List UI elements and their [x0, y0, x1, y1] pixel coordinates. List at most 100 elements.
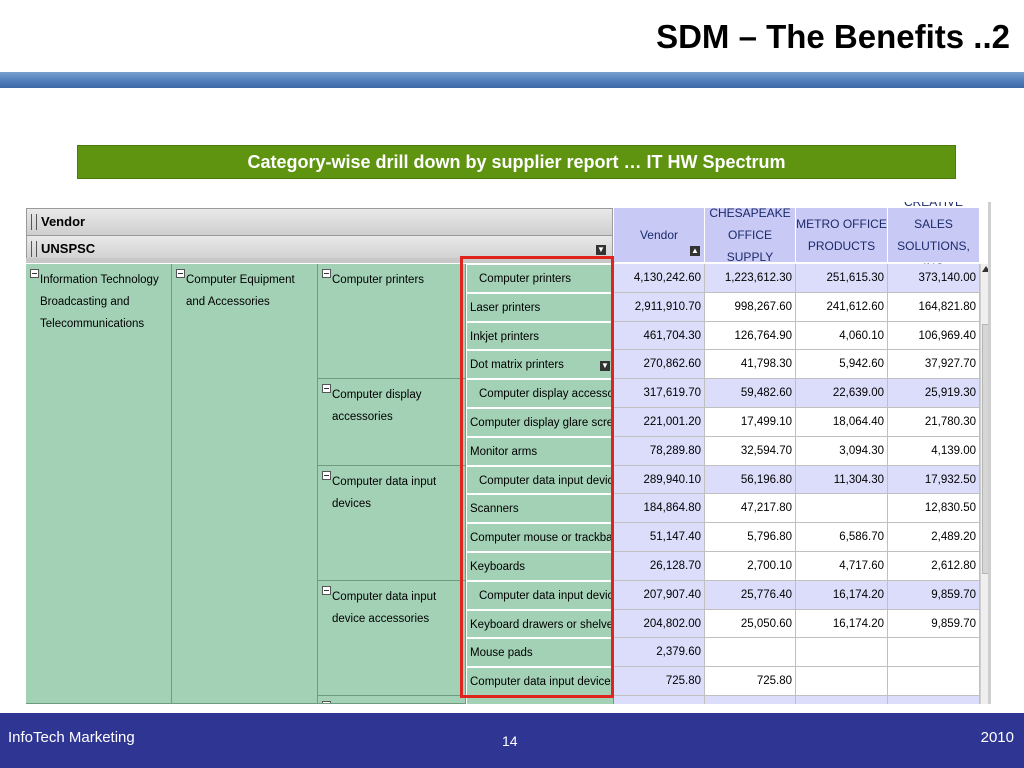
value-cell[interactable]: 32,594.70 — [705, 436, 796, 466]
collapse-icon[interactable] — [322, 470, 331, 480]
value-cell[interactable]: 51,147.40 — [614, 523, 705, 552]
value-cell[interactable]: 461,704.30 — [614, 321, 705, 351]
value-cell[interactable]: 251,615.30 — [796, 264, 888, 293]
value-cell[interactable]: 725.80 — [705, 667, 796, 696]
value-cell[interactable]: 18,064.40 — [796, 408, 888, 437]
value-cell[interactable]: 2,489.20 — [888, 523, 980, 552]
sort-up-icon[interactable]: ▲ — [690, 246, 700, 256]
row-label[interactable]: Computer mouse or trackballs — [466, 523, 614, 552]
scroll-up-arrow-icon[interactable] — [982, 266, 990, 272]
value-cell[interactable]: 184,864.80 — [614, 494, 705, 524]
value-cell[interactable]: 41,798.30 — [705, 350, 796, 380]
value-cell[interactable]: 56,196.80 — [705, 465, 796, 495]
value-cell[interactable] — [796, 696, 888, 704]
value-cell[interactable]: 6,586.70 — [796, 523, 888, 552]
value-cell[interactable]: 4,060.10 — [796, 321, 888, 351]
group-cell[interactable]: Computer display accessories — [318, 379, 466, 466]
row-label[interactable]: Inkjet printers — [466, 321, 614, 351]
value-cell[interactable] — [888, 638, 980, 668]
column-header[interactable]: CHESAPEAKE OFFICE SUPPLY — [705, 206, 796, 264]
collapse-icon[interactable] — [322, 384, 331, 394]
group-cell[interactable]: Computer printers — [318, 264, 466, 380]
column-header[interactable]: METRO OFFICE PRODUCTS — [796, 208, 888, 262]
row-label[interactable]: Keyboards — [466, 552, 614, 581]
row-label[interactable]: Scanners — [466, 494, 614, 524]
value-cell[interactable]: 25,050.60 — [705, 609, 796, 639]
value-cell[interactable]: 22,639.00 — [796, 379, 888, 408]
row-label[interactable]: Keyboard drawers or shelves — [466, 609, 614, 639]
row-label[interactable]: Dot matrix printers ▼ — [466, 350, 614, 380]
group-cell[interactable]: Computer data input device accessories — [318, 580, 466, 696]
value-cell[interactable]: 25,919.30 — [888, 379, 980, 408]
value-cell[interactable]: 270,862.60 — [614, 350, 705, 380]
value-cell[interactable]: 4,717.60 — [796, 552, 888, 581]
value-cell[interactable]: 9,859.70 — [888, 580, 980, 610]
value-cell[interactable]: 26,128.70 — [614, 552, 705, 581]
value-cell[interactable]: 59,482.60 — [705, 379, 796, 408]
value-cell[interactable] — [705, 638, 796, 668]
level1-category[interactable]: Information Technology Broadcasting and … — [26, 264, 172, 704]
vendor-dimension-bar[interactable]: Vendor — [26, 208, 613, 236]
value-cell[interactable]: 207,907.40 — [614, 580, 705, 610]
value-cell[interactable]: 317,619.70 — [614, 379, 705, 408]
value-cell[interactable]: 2,612.80 — [888, 552, 980, 581]
value-cell[interactable]: 37,927.70 — [888, 350, 980, 380]
column-header[interactable]: Vendor ▲ — [614, 208, 705, 262]
value-cell[interactable] — [888, 696, 980, 704]
value-cell[interactable]: 5,796.80 — [705, 523, 796, 552]
collapse-icon[interactable] — [322, 701, 331, 703]
value-cell[interactable]: 2,379.60 — [614, 638, 705, 668]
value-cell[interactable] — [796, 494, 888, 524]
value-cell[interactable]: 11,304.30 — [796, 465, 888, 495]
value-cell[interactable]: 241,612.60 — [796, 292, 888, 322]
row-label[interactable]: Laser printers — [466, 292, 614, 322]
column-header[interactable]: CREATIVE SALES SOLUTIONS, INC — [888, 202, 980, 275]
value-cell[interactable]: 4,139.00 — [888, 436, 980, 466]
value-cell[interactable]: 998,267.60 — [705, 292, 796, 322]
collapse-icon[interactable] — [322, 269, 331, 278]
value-cell[interactable]: 373,140.00 — [888, 264, 980, 293]
value-cell[interactable]: 17,499.10 — [705, 408, 796, 437]
row-label[interactable]: Computer data input device a — [466, 580, 614, 610]
value-cell[interactable]: 2,700.10 — [705, 552, 796, 581]
value-cell[interactable]: 17,932.50 — [888, 465, 980, 495]
value-cell[interactable]: 1,223,612.30 — [705, 264, 796, 293]
row-label[interactable]: Computer display glare screens — [466, 408, 614, 437]
value-cell[interactable]: 126,764.90 — [705, 321, 796, 351]
row-label[interactable]: Mouse pads — [466, 638, 614, 668]
value-cell[interactable]: 25,776.40 — [705, 580, 796, 610]
collapse-icon[interactable] — [30, 269, 39, 278]
value-cell[interactable]: 21,780.30 — [888, 408, 980, 437]
collapse-icon[interactable] — [176, 269, 185, 278]
value-cell[interactable]: 289,940.10 — [614, 465, 705, 495]
row-label[interactable]: Computer data input devices — [466, 465, 614, 495]
value-cell[interactable]: 204,802.00 — [614, 609, 705, 639]
row-label[interactable]: Monitor arms — [466, 436, 614, 466]
value-cell[interactable]: 16,174.20 — [796, 609, 888, 639]
group-cell[interactable]: Computer data input devices — [318, 465, 466, 581]
value-cell[interactable]: 78,289.80 — [614, 436, 705, 466]
value-cell[interactable]: 4,130,242.60 — [614, 264, 705, 293]
row-label[interactable]: Computer printers — [466, 264, 614, 293]
value-cell[interactable]: 5,942.60 — [796, 350, 888, 380]
value-cell[interactable] — [796, 638, 888, 668]
level2-category[interactable]: Computer Equipment and Accessories — [172, 264, 318, 704]
value-cell[interactable]: 221,001.20 — [614, 408, 705, 437]
collapse-icon[interactable] — [322, 585, 331, 595]
value-cell[interactable] — [796, 667, 888, 696]
sort-down-icon[interactable]: ▼ — [600, 361, 610, 372]
value-cell[interactable] — [614, 696, 705, 704]
value-cell[interactable]: 164,821.80 — [888, 292, 980, 322]
value-cell[interactable]: 3,094.30 — [796, 436, 888, 466]
row-label[interactable] — [466, 696, 614, 704]
value-cell[interactable]: 2,911,910.70 — [614, 292, 705, 322]
value-cell[interactable] — [888, 667, 980, 696]
row-label[interactable]: Computer data input device cov — [466, 667, 614, 696]
value-cell[interactable]: 47,217.80 — [705, 494, 796, 524]
value-cell[interactable]: 725.80 — [614, 667, 705, 696]
value-cell[interactable]: 106,969.40 — [888, 321, 980, 351]
sort-down-icon[interactable]: ▼ — [596, 245, 606, 255]
group-cell[interactable] — [318, 696, 466, 704]
value-cell[interactable] — [705, 696, 796, 704]
value-cell[interactable]: 16,174.20 — [796, 580, 888, 610]
